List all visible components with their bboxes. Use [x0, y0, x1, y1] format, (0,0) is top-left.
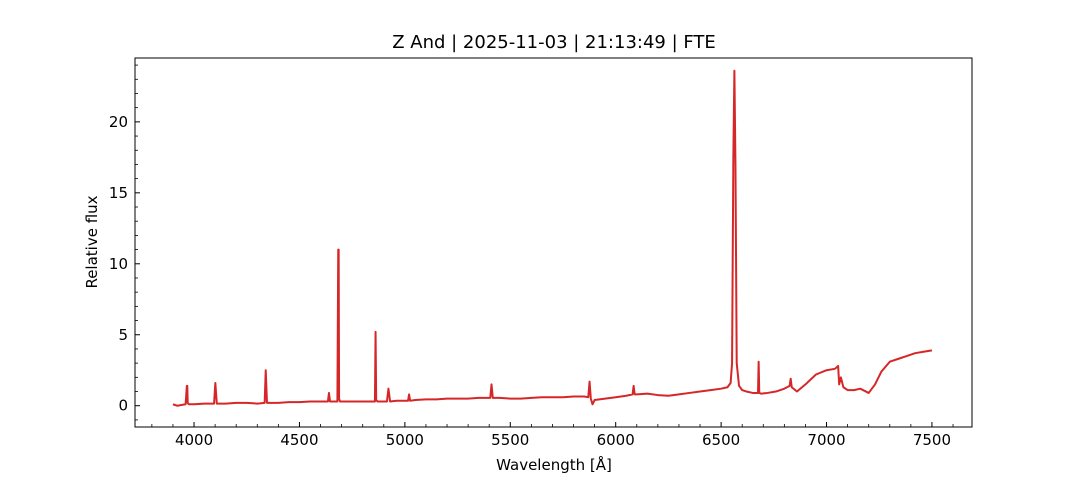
y-axis-ticks: 0 5 10 15 20 — [109, 64, 140, 421]
x-axis-ticks: 4000 4500 5000 5500 6000 6500 7000 7500 — [151, 422, 954, 449]
x-tick-label: 6000 — [597, 431, 635, 449]
x-tick-label: 7000 — [807, 431, 845, 449]
y-tick-label: 0 — [118, 397, 128, 415]
chart-title: Z And | 2025-11-03 | 21:13:49 | FTE — [392, 32, 716, 53]
x-axis-label: Wavelength [Å] — [496, 455, 612, 474]
y-axis-label: Relative flux — [83, 195, 101, 288]
spectrum-line — [172, 69, 933, 407]
y-tick-label: 15 — [109, 184, 128, 202]
x-tick-label: 7500 — [913, 431, 951, 449]
y-tick-label: 20 — [109, 113, 128, 131]
x-tick-label: 5500 — [491, 431, 529, 449]
y-tick-label: 10 — [109, 255, 128, 273]
x-tick-label: 6500 — [702, 431, 740, 449]
x-tick-label: 4000 — [175, 431, 213, 449]
x-tick-label: 4500 — [280, 431, 318, 449]
x-tick-label: 5000 — [386, 431, 424, 449]
plot-frame — [134, 57, 973, 428]
y-tick-label: 5 — [118, 326, 128, 344]
series-layer — [172, 69, 933, 407]
